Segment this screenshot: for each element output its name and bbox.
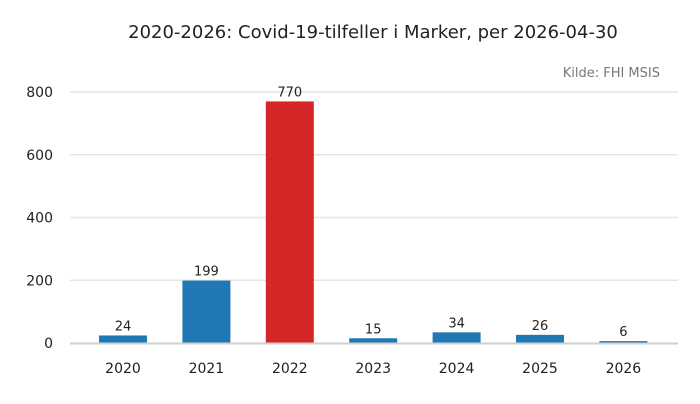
gridlines [70, 91, 678, 281]
y-tick-label: 0 [44, 336, 53, 352]
chart-title: 2020-2026: Covid-19-tilfeller i Marker, … [128, 22, 618, 43]
y-axis: 0 200 400 600 800 [26, 85, 53, 352]
bar-2022 [265, 101, 314, 343]
x-tick-label: 2023 [355, 361, 391, 377]
x-tick-label: 2021 [189, 361, 225, 377]
data-label-2024: 34 [448, 316, 465, 331]
bar-2026 [599, 341, 648, 343]
bar-2025 [516, 334, 564, 343]
data-labels: 24 199 770 15 34 26 6 [115, 85, 628, 340]
y-tick-label: 400 [26, 211, 53, 227]
x-tick-label: 2020 [105, 361, 141, 377]
x-axis: 2020 2021 2022 2023 2024 2025 2026 [70, 342, 678, 377]
data-label-2026: 6 [619, 325, 627, 340]
x-tick-label: 2022 [272, 361, 308, 377]
y-tick-label: 800 [26, 85, 53, 101]
data-label-2022: 770 [277, 85, 302, 100]
bars [99, 101, 648, 343]
bar-2021 [182, 280, 231, 343]
data-label-2021: 199 [194, 265, 219, 280]
data-label-2023: 15 [365, 322, 382, 337]
y-tick-label: 200 [26, 273, 53, 289]
bar-2024 [432, 332, 481, 343]
data-label-2025: 26 [532, 319, 549, 334]
x-tick-label: 2025 [522, 361, 558, 377]
x-tick-label: 2024 [439, 361, 475, 377]
x-tick-label: 2026 [606, 361, 642, 377]
data-label-2020: 24 [115, 319, 132, 334]
y-tick-label: 600 [26, 148, 53, 164]
bar-2020 [99, 335, 147, 343]
source-label: Kilde: FHI MSIS [563, 66, 660, 81]
bar-2023 [349, 338, 398, 343]
